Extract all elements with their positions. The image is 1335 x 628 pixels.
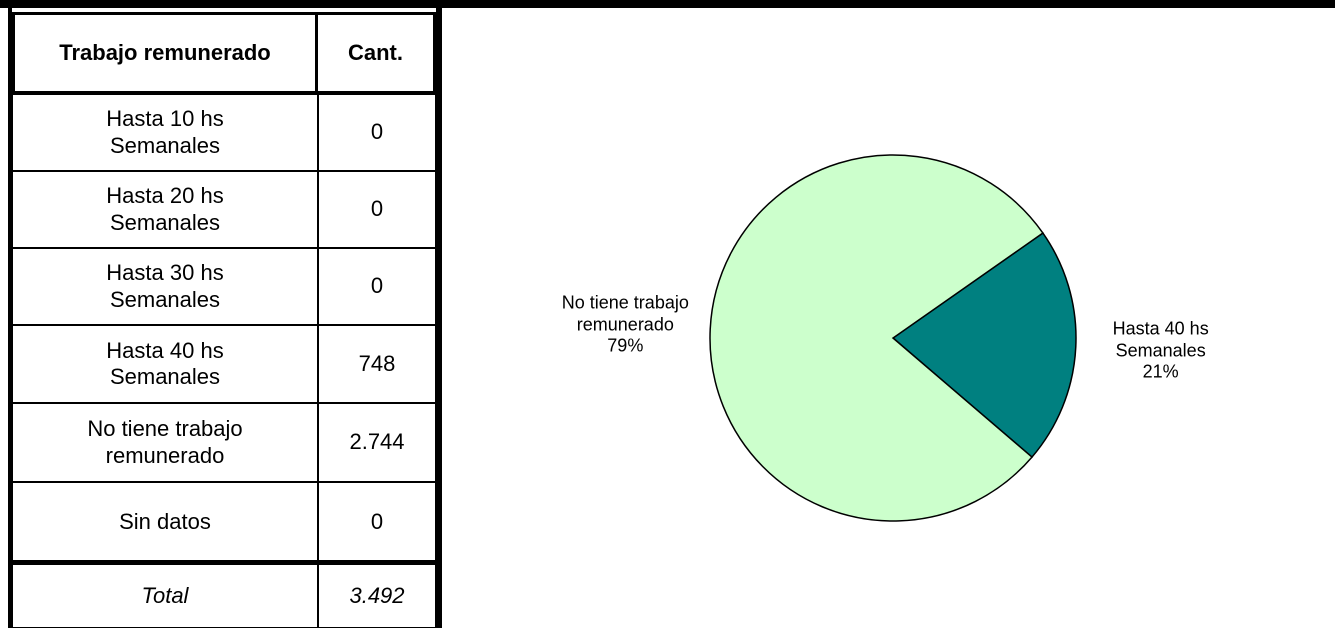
left-border [8,8,12,628]
row-label-text: Hasta 10 hs Semanales [106,106,224,158]
row-label: Hasta 10 hs Semanales [12,94,318,171]
header-cell-text: Trabajo remunerado [59,39,271,65]
row-value: 0 [318,94,436,171]
slice-percent: 21% [1142,361,1179,382]
header-cell: Trabajo remunerado [12,12,318,94]
row-value: 0 [318,171,436,248]
row-label-text: Hasta 20 hs Semanales [106,183,224,235]
row-label-text: No tiene trabajo remunerado [87,416,243,468]
row-value-text: 748 [358,350,396,376]
row-value: 748 [318,325,436,403]
slice-percent: 79% [607,335,644,356]
row-value: 0 [318,248,436,325]
row-value-text: 0 [370,196,384,222]
row-value-text: 0 [370,119,384,145]
slice-category: Hasta 40 hs Semanales [1112,318,1209,361]
row-label: Hasta 20 hs Semanales [12,171,318,248]
top-border [0,0,1335,8]
total-value-text: 3.492 [349,582,405,608]
total-label-text: Total [141,582,189,608]
row-value: 2.744 [318,403,436,482]
header-cell: Cant. [315,12,436,94]
slice-label: Hasta 40 hs Semanales 21% [1071,319,1251,384]
slice-category: No tiene trabajo remunerado [561,292,689,335]
row-label: Hasta 30 hs Semanales [12,248,318,325]
row-value-text: 0 [370,508,384,534]
pie-slice [891,231,1077,459]
row-label-text: Hasta 30 hs Semanales [106,260,224,312]
header-cell-text: Cant. [348,39,403,65]
row-value-text: 2.744 [349,429,405,455]
total-separator [12,560,436,564]
divider [436,0,442,628]
row-label-text: Hasta 40 hs Semanales [106,337,224,389]
row-value-text: 0 [370,273,384,299]
slice-label: No tiene trabajo remunerado 79% [560,293,690,358]
row-label: Hasta 40 hs Semanales [12,325,318,403]
pie-slice [709,154,1044,522]
row-label: No tiene trabajo remunerado [12,403,318,482]
row-label-text: Sin datos [119,508,211,534]
